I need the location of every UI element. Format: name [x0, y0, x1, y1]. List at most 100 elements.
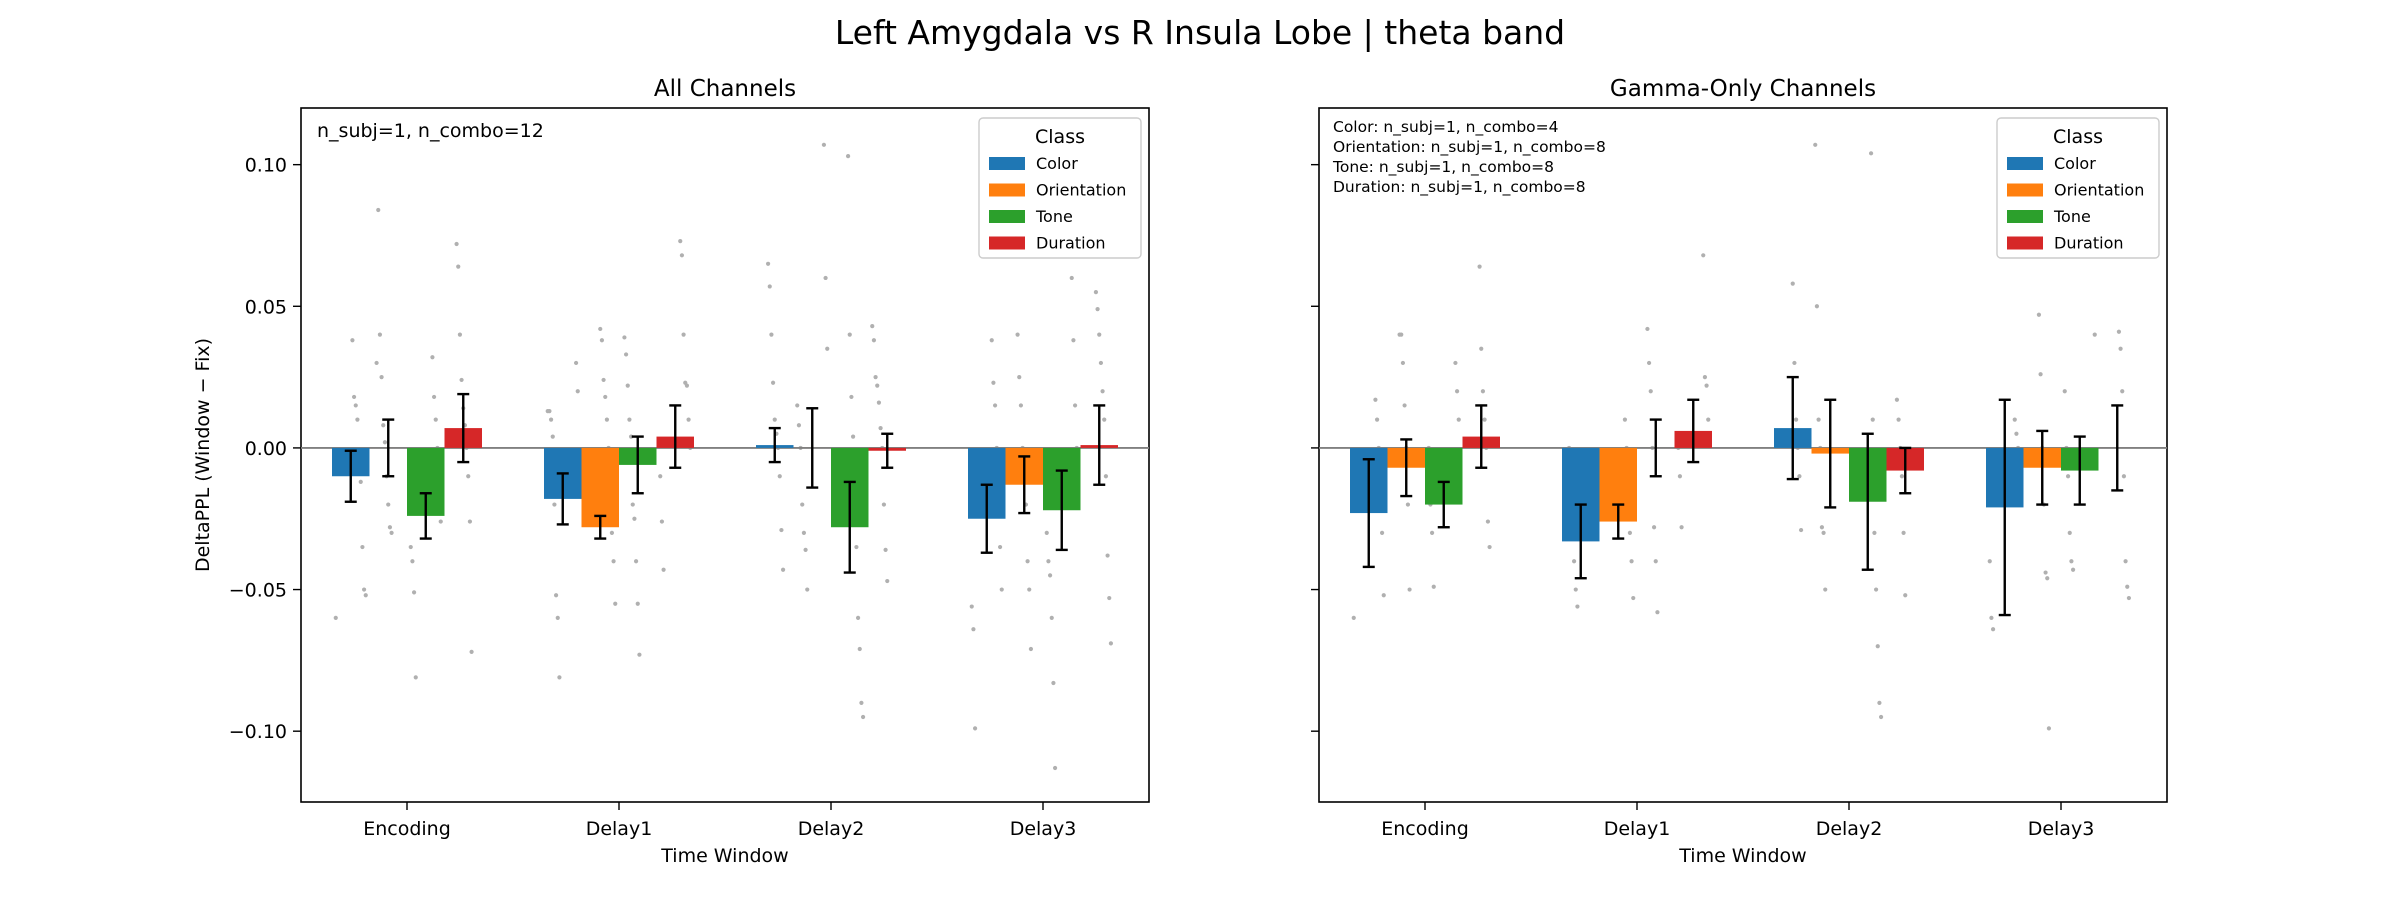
data-point — [1573, 587, 1578, 592]
data-point — [1454, 389, 1460, 394]
data-point — [1402, 403, 1407, 408]
data-point — [1894, 397, 1900, 402]
data-point — [972, 726, 978, 731]
data-point — [1044, 530, 1049, 535]
series-tone — [407, 435, 1081, 574]
data-point — [557, 675, 562, 680]
x-tick-label: Delay2 — [798, 818, 865, 840]
data-point — [466, 474, 471, 479]
data-point — [1655, 610, 1660, 615]
data-point — [1374, 417, 1380, 422]
data-point — [2067, 530, 2072, 535]
x-tick-label: Delay3 — [2028, 818, 2095, 840]
data-point — [1477, 264, 1482, 269]
data-point — [1485, 519, 1491, 524]
data-point — [386, 502, 391, 507]
data-point — [997, 544, 1003, 550]
data-point — [1405, 502, 1411, 507]
data-point — [622, 335, 627, 340]
data-point — [678, 239, 683, 244]
data-point — [1990, 627, 1996, 632]
series-tone — [1425, 418, 2099, 571]
data-point — [1903, 593, 1908, 598]
data-point — [1702, 375, 1708, 380]
legend-swatch — [989, 157, 1025, 170]
data-point — [387, 525, 393, 530]
series-duration — [444, 392, 1118, 486]
data-point — [1456, 417, 1461, 422]
data-point — [1069, 275, 1074, 281]
x-tick-label: Delay3 — [1010, 818, 1077, 840]
data-point — [1877, 700, 1882, 705]
data-point — [1098, 360, 1104, 366]
data-point — [1653, 559, 1658, 564]
data-point — [1407, 587, 1412, 592]
data-point — [1397, 332, 1402, 337]
data-point — [456, 264, 461, 269]
data-point — [2036, 312, 2042, 317]
data-point — [430, 355, 435, 360]
data-point — [686, 417, 691, 422]
data-point — [1899, 474, 1905, 479]
data-point — [1793, 417, 1799, 422]
data-point — [1814, 304, 1820, 309]
data-point — [1049, 615, 1054, 620]
series-color — [1350, 375, 2024, 617]
data-point — [1792, 360, 1797, 366]
data-point — [777, 474, 782, 479]
data-point — [1072, 403, 1078, 408]
data-point — [1704, 383, 1709, 388]
data-point — [411, 590, 417, 595]
data-point — [1575, 604, 1580, 609]
data-point — [2126, 595, 2132, 601]
data-point — [795, 403, 800, 408]
data-point — [1480, 389, 1486, 394]
data-point — [767, 284, 772, 289]
data-point — [1646, 360, 1652, 366]
data-point — [845, 154, 851, 159]
data-point — [1868, 151, 1874, 156]
data-point — [681, 332, 686, 337]
legend-swatch — [989, 183, 1025, 197]
data-point — [2125, 584, 2130, 589]
data-point — [1108, 641, 1114, 646]
panel-title: Gamma-Only Channels — [1610, 76, 1876, 102]
data-point — [1351, 615, 1356, 620]
data-point — [555, 615, 560, 620]
data-point — [2012, 417, 2017, 422]
data-point — [1479, 346, 1484, 351]
data-point — [772, 417, 777, 422]
data-point — [2069, 559, 2074, 564]
y-axis-label: DeltaPPL (Window − Fix) — [192, 338, 214, 572]
data-point — [779, 527, 784, 533]
data-point — [604, 417, 610, 422]
legend-swatch — [989, 210, 1025, 223]
annotation-text: Duration: n_subj=1, n_combo=8 — [1333, 178, 1586, 197]
series-orientation — [1387, 398, 2061, 540]
data-point — [552, 502, 557, 507]
series-orientation — [369, 407, 1043, 540]
x-axis-label: Time Window — [660, 845, 788, 867]
series-color — [332, 426, 1006, 554]
data-point — [2038, 372, 2043, 377]
data-point — [805, 587, 810, 592]
data-point — [765, 261, 771, 266]
data-point — [1816, 417, 1821, 422]
legend-swatch — [2007, 210, 2043, 223]
data-point — [679, 253, 685, 258]
data-point — [1071, 338, 1076, 343]
data-point — [454, 241, 459, 247]
data-point — [825, 346, 830, 351]
data-point — [1701, 253, 1706, 258]
data-point — [850, 434, 856, 439]
data-point — [410, 559, 415, 564]
x-axis-label: Time Window — [1678, 845, 1806, 867]
data-point — [1046, 559, 1051, 564]
data-point — [363, 593, 368, 598]
data-point — [603, 394, 608, 400]
x-tick-label: Delay1 — [1604, 818, 1671, 840]
data-point — [796, 423, 802, 428]
figure-title: Left Amygdala vs R Insula Lobe | theta b… — [835, 13, 1565, 52]
data-point — [661, 567, 666, 572]
data-point — [1400, 360, 1406, 366]
